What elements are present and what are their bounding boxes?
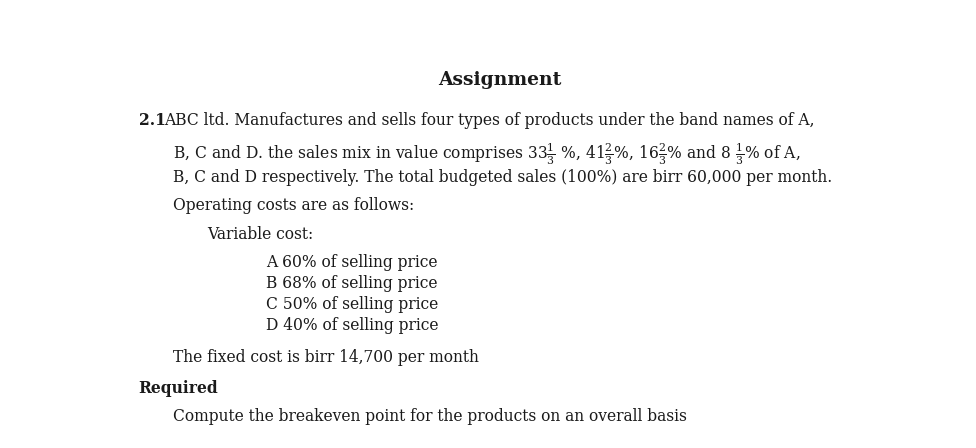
Text: Compute the breakeven point for the products on an overall basis: Compute the breakeven point for the prod… <box>174 408 687 425</box>
Text: ABC ltd. Manufactures and sells four types of products under the band names of A: ABC ltd. Manufactures and sells four typ… <box>164 112 814 129</box>
Text: Operating costs are as follows:: Operating costs are as follows: <box>174 197 415 214</box>
Text: C 50% of selling price: C 50% of selling price <box>265 296 438 313</box>
Text: Variable cost:: Variable cost: <box>207 225 313 242</box>
Text: B, C and D. the sales mix in value comprises 33$\mathregular{\frac{1}{3}}$ %, 41: B, C and D. the sales mix in value compr… <box>174 141 801 167</box>
Text: 2.1: 2.1 <box>139 112 166 129</box>
Text: Required: Required <box>139 380 219 397</box>
Text: D 40% of selling price: D 40% of selling price <box>265 318 438 335</box>
Text: A 60% of selling price: A 60% of selling price <box>265 254 437 271</box>
Text: B 68% of selling price: B 68% of selling price <box>265 275 437 292</box>
Text: B, C and D respectively. The total budgeted sales (100%) are birr 60,000 per mon: B, C and D respectively. The total budge… <box>174 169 833 186</box>
Text: Assignment: Assignment <box>438 71 562 89</box>
Text: The fixed cost is birr 14,700 per month: The fixed cost is birr 14,700 per month <box>174 349 479 366</box>
